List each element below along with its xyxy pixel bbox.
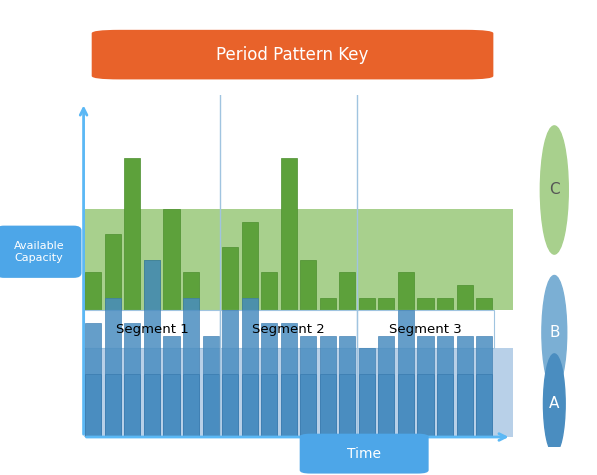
Text: B: B: [549, 325, 559, 340]
Bar: [242, 298, 258, 437]
Bar: [457, 285, 473, 310]
Bar: [359, 298, 375, 310]
Bar: [281, 158, 297, 310]
Bar: [300, 260, 316, 310]
FancyBboxPatch shape: [300, 434, 429, 474]
Bar: [378, 374, 395, 437]
Circle shape: [542, 276, 567, 390]
Bar: [417, 336, 433, 437]
Bar: [261, 374, 277, 437]
Bar: [417, 374, 433, 437]
Bar: [261, 323, 277, 437]
Bar: [183, 272, 199, 310]
Bar: [398, 374, 414, 437]
Bar: [202, 374, 219, 437]
Bar: [300, 336, 316, 437]
Bar: [84, 310, 220, 348]
Text: Period Pattern Key: Period Pattern Key: [216, 46, 369, 64]
Bar: [378, 298, 395, 310]
Bar: [202, 336, 219, 437]
Bar: [300, 374, 316, 437]
Bar: [144, 374, 160, 437]
Bar: [222, 247, 238, 310]
Bar: [281, 374, 297, 437]
Bar: [164, 336, 180, 437]
Text: Segment 1: Segment 1: [116, 323, 188, 336]
Bar: [398, 272, 414, 310]
Bar: [261, 272, 277, 310]
Circle shape: [540, 126, 568, 254]
FancyBboxPatch shape: [92, 30, 493, 79]
Text: Time: Time: [347, 446, 381, 461]
Bar: [85, 323, 101, 437]
Bar: [378, 336, 395, 437]
Bar: [398, 310, 414, 437]
Bar: [339, 374, 355, 437]
Bar: [359, 348, 375, 437]
Bar: [144, 260, 160, 437]
Bar: [164, 374, 180, 437]
Bar: [220, 310, 357, 348]
Bar: [320, 298, 336, 310]
Bar: [281, 323, 297, 437]
Bar: [320, 336, 336, 437]
Bar: [339, 336, 355, 437]
Bar: [124, 158, 140, 310]
Bar: [222, 310, 238, 437]
Bar: [164, 209, 180, 310]
Bar: [437, 336, 453, 437]
Bar: [85, 374, 101, 437]
Bar: [476, 298, 492, 310]
Bar: [437, 298, 453, 310]
Circle shape: [543, 354, 565, 454]
Bar: [357, 310, 494, 348]
Text: Segment 3: Segment 3: [389, 323, 462, 336]
Bar: [437, 374, 453, 437]
Text: Segment 2: Segment 2: [253, 323, 325, 336]
Bar: [339, 272, 355, 310]
Bar: [457, 374, 473, 437]
Bar: [320, 374, 336, 437]
FancyBboxPatch shape: [0, 226, 81, 278]
Text: Available
Capacity: Available Capacity: [14, 241, 64, 263]
Bar: [105, 234, 121, 310]
Bar: [476, 374, 492, 437]
Text: C: C: [549, 182, 559, 198]
Text: A: A: [549, 396, 559, 411]
Bar: [242, 222, 258, 310]
Bar: [242, 374, 258, 437]
Bar: [359, 374, 375, 437]
Bar: [105, 374, 121, 437]
Bar: [183, 374, 199, 437]
Bar: [124, 374, 140, 437]
Bar: [84, 348, 513, 437]
Bar: [222, 374, 238, 437]
Bar: [457, 336, 473, 437]
Bar: [476, 336, 492, 437]
Bar: [85, 272, 101, 310]
Bar: [105, 298, 121, 437]
Bar: [124, 323, 140, 437]
Bar: [84, 209, 513, 310]
Bar: [417, 298, 433, 310]
Bar: [183, 298, 199, 437]
Bar: [144, 260, 160, 310]
